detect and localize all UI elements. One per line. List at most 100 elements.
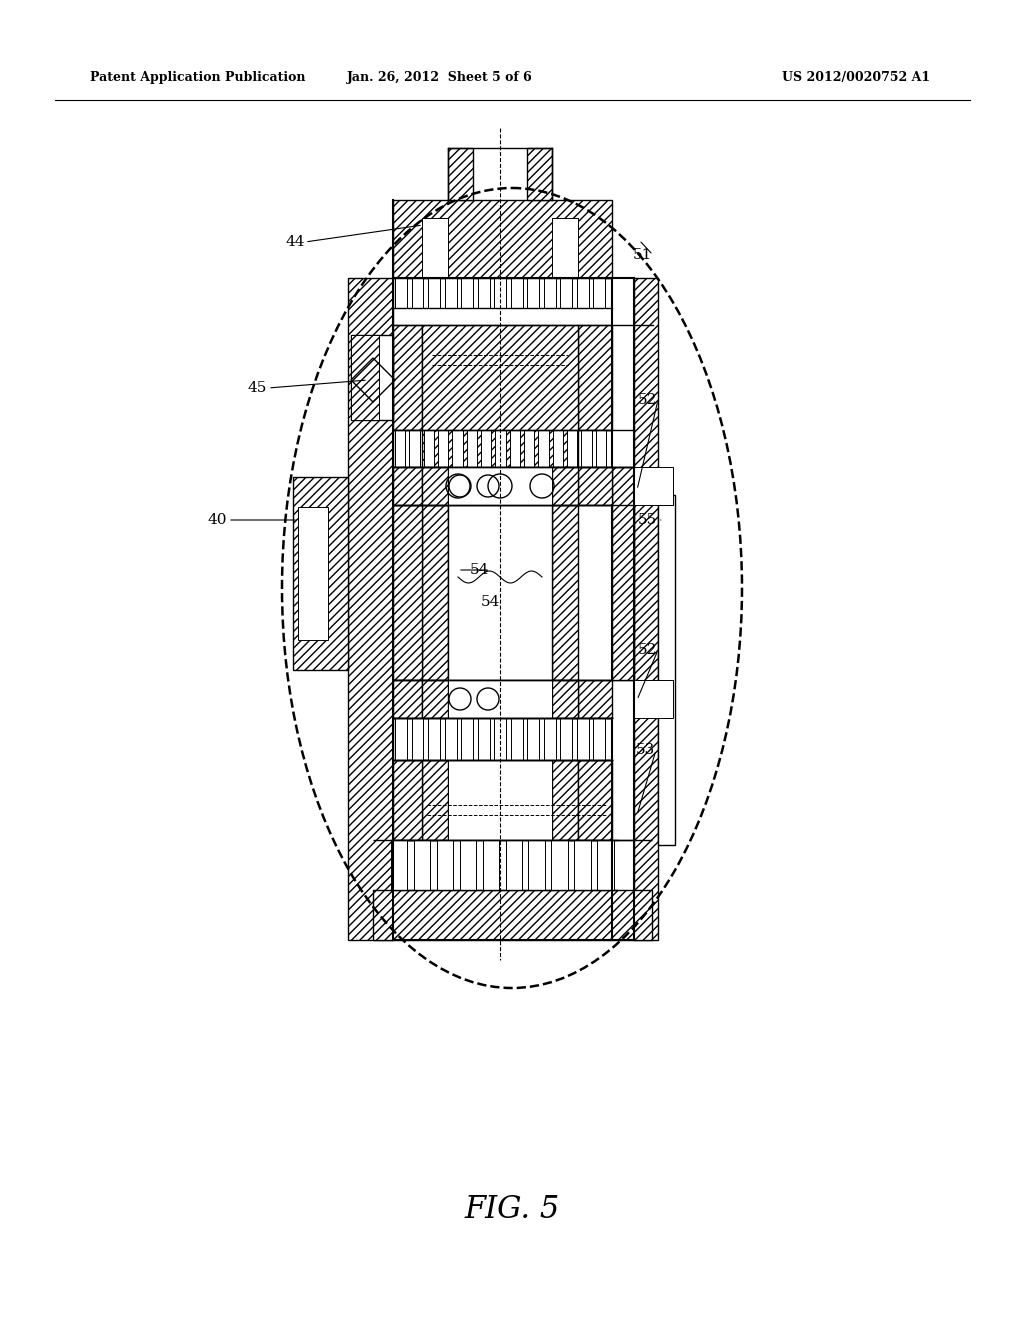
Bar (393, 325, 422, 430)
Bar (348, 279, 393, 940)
Bar (567, 430, 578, 467)
Bar (444, 718, 457, 760)
Bar (395, 279, 407, 308)
Bar (477, 718, 489, 760)
Bar (524, 430, 535, 467)
Text: FIG. 5: FIG. 5 (464, 1195, 560, 1225)
Bar (577, 279, 589, 308)
Bar (449, 148, 473, 201)
Bar (395, 430, 406, 467)
Bar (438, 430, 449, 467)
Bar (553, 430, 563, 467)
Bar (428, 279, 440, 308)
Bar (412, 718, 424, 760)
Bar (461, 718, 473, 760)
Bar (597, 840, 613, 890)
Bar (578, 680, 612, 718)
Bar (393, 680, 422, 718)
Bar (298, 507, 328, 640)
Bar (578, 325, 612, 430)
Text: 54: 54 (480, 595, 500, 609)
Bar (634, 467, 673, 506)
Text: 45: 45 (248, 381, 267, 395)
Bar (391, 840, 408, 890)
Bar (422, 760, 449, 840)
Text: 53: 53 (636, 743, 655, 756)
Text: Jan. 26, 2012  Sheet 5 of 6: Jan. 26, 2012 Sheet 5 of 6 (347, 71, 532, 84)
Bar (373, 890, 652, 940)
Text: 55: 55 (638, 513, 657, 527)
Text: US 2012/0020752 A1: US 2012/0020752 A1 (782, 71, 930, 84)
Text: 40: 40 (208, 513, 227, 527)
Bar (552, 467, 578, 506)
Text: Patent Application Publication: Patent Application Publication (90, 71, 305, 84)
Bar (393, 467, 422, 506)
Bar (658, 495, 675, 845)
Bar (578, 760, 612, 840)
Bar (574, 840, 591, 890)
Bar (351, 335, 379, 420)
Bar (506, 840, 522, 890)
Bar (453, 430, 463, 467)
Bar (496, 430, 506, 467)
Bar (510, 430, 520, 467)
Bar (527, 718, 540, 760)
Bar (612, 506, 634, 680)
Bar (495, 279, 506, 308)
Bar (612, 467, 634, 680)
Bar (482, 840, 499, 890)
Bar (414, 840, 430, 890)
Bar (577, 718, 589, 760)
Bar (410, 430, 420, 467)
Bar (460, 840, 476, 890)
Text: 54: 54 (470, 564, 489, 577)
Bar (634, 279, 658, 940)
Bar (594, 279, 605, 308)
Bar (449, 680, 552, 718)
Bar (449, 760, 552, 840)
Bar (424, 430, 434, 467)
Bar (582, 430, 592, 467)
Bar (437, 840, 454, 890)
Bar (473, 148, 527, 201)
Bar (444, 279, 457, 308)
Bar (422, 506, 449, 680)
Bar (449, 506, 552, 680)
Bar (422, 218, 449, 279)
Bar (578, 467, 612, 506)
Bar (511, 718, 522, 760)
Bar (412, 279, 424, 308)
Bar (511, 279, 522, 308)
Bar (495, 718, 506, 760)
Bar (422, 467, 449, 506)
Bar (351, 335, 393, 420)
Bar (393, 506, 422, 680)
Bar (422, 325, 578, 467)
Bar (428, 718, 440, 760)
Text: 44: 44 (285, 235, 304, 249)
Bar (552, 506, 578, 680)
Bar (477, 279, 489, 308)
Bar (293, 477, 348, 671)
Bar (539, 430, 549, 467)
Bar (552, 680, 578, 718)
Bar (594, 718, 605, 760)
Bar (481, 430, 492, 467)
Bar (449, 467, 552, 506)
Bar (560, 279, 572, 308)
Bar (634, 680, 673, 718)
Bar (544, 279, 556, 308)
Bar (527, 148, 552, 201)
Text: 52: 52 (638, 393, 657, 407)
Bar (552, 760, 578, 840)
Bar (467, 430, 477, 467)
Bar (527, 279, 540, 308)
Bar (422, 680, 449, 718)
Bar (393, 760, 422, 840)
Bar (544, 718, 556, 760)
Text: 52: 52 (638, 643, 657, 657)
Bar (395, 718, 407, 760)
Bar (393, 201, 612, 279)
Bar (596, 430, 606, 467)
Text: 51: 51 (633, 248, 652, 261)
